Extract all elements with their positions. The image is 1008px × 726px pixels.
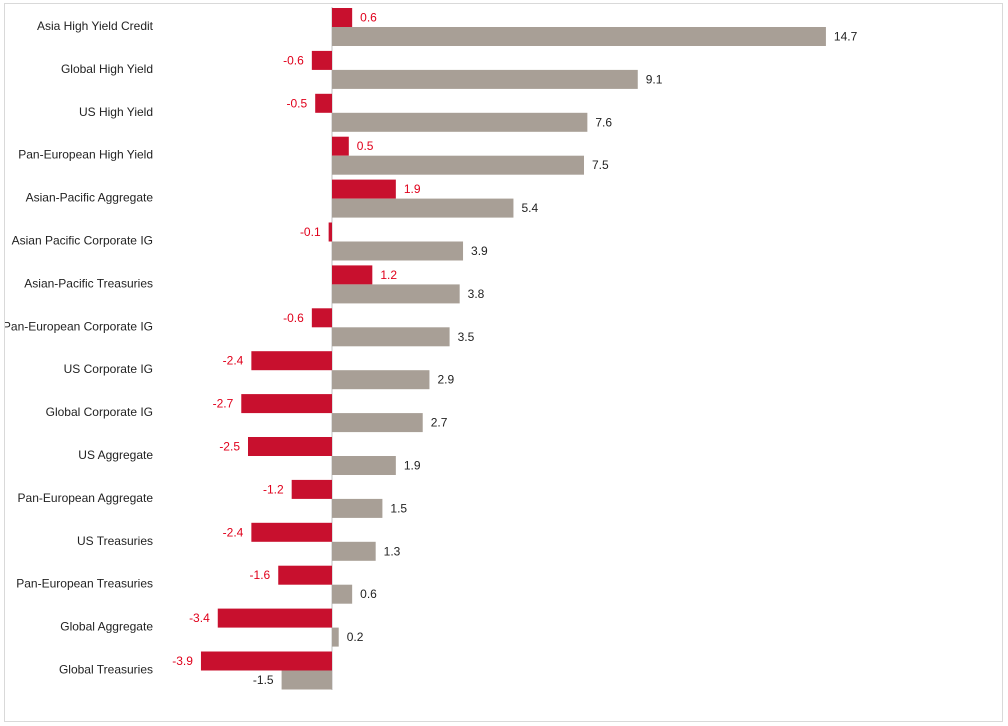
bar-series2-global-corporate-ig xyxy=(332,413,423,433)
bar-series1-pan-european-corporate-ig xyxy=(311,308,332,328)
bar-series1-pan-european-treasuries xyxy=(278,565,332,585)
bar-series1-asian-pacific-aggregate xyxy=(332,179,396,199)
data-label-series2-asian-pacific-corporate-ig: 3.9 xyxy=(471,244,488,258)
data-label-series1-us-treasuries: -2.4 xyxy=(223,525,244,539)
bar-series1-asian-pacific-treasuries xyxy=(332,265,373,285)
category-label-us-aggregate: US Aggregate xyxy=(78,448,153,462)
data-label-series2-us-aggregate: 1.9 xyxy=(404,459,421,473)
data-label-series2-pan-european-high-yield: 7.5 xyxy=(592,158,609,172)
category-label-us-treasuries: US Treasuries xyxy=(77,534,153,548)
category-label-global-aggregate: Global Aggregate xyxy=(60,620,153,634)
bar-series1-global-aggregate xyxy=(217,608,332,628)
bar-series2-us-aggregate xyxy=(332,456,396,475)
data-label-series1-asian-pacific-aggregate: 1.9 xyxy=(404,182,421,196)
bar-series2-pan-european-corporate-ig xyxy=(332,327,450,347)
data-label-series1-asian-pacific-treasuries: 1.2 xyxy=(380,268,397,282)
data-label-series2-us-treasuries: 1.3 xyxy=(384,544,401,558)
bar-series1-pan-european-high-yield xyxy=(332,136,349,156)
category-label-us-corporate-ig: US Corporate IG xyxy=(64,362,153,376)
category-label-pan-european-corporate-ig: Pan-European Corporate IG xyxy=(5,319,153,333)
data-label-series1-us-high-yield: -0.5 xyxy=(287,96,308,110)
data-label-series1-asia-high-yield-credit: 0.6 xyxy=(360,11,377,25)
category-label-us-high-yield: US High Yield xyxy=(79,105,153,119)
bar-series1-us-high-yield xyxy=(315,93,332,113)
data-label-series1-global-high-yield: -0.6 xyxy=(283,53,304,67)
data-label-series2-global-aggregate: 0.2 xyxy=(347,630,364,644)
category-label-pan-european-aggregate: Pan-European Aggregate xyxy=(18,491,154,505)
category-label-pan-european-high-yield: Pan-European High Yield xyxy=(18,148,153,162)
bar-series1-global-treasuries xyxy=(200,651,332,671)
category-label-asian-pacific-corporate-ig: Asian Pacific Corporate IG xyxy=(12,234,153,248)
bar-series2-asia-high-yield-credit xyxy=(332,27,826,46)
data-label-series1-asian-pacific-corporate-ig: -0.1 xyxy=(300,225,321,239)
data-label-series2-asian-pacific-aggregate: 5.4 xyxy=(521,201,538,215)
data-label-series2-asian-pacific-treasuries: 3.8 xyxy=(468,287,485,301)
bar-series2-global-treasuries xyxy=(281,670,332,690)
bar-series1-global-high-yield xyxy=(311,50,332,70)
data-label-series1-global-treasuries: -3.9 xyxy=(172,654,193,668)
data-label-series1-pan-european-treasuries: -1.6 xyxy=(250,568,271,582)
data-label-series2-global-corporate-ig: 2.7 xyxy=(431,416,448,430)
bar-series2-asian-pacific-treasuries xyxy=(332,284,460,304)
data-label-series2-us-corporate-ig: 2.9 xyxy=(437,373,454,387)
bar-series2-pan-european-aggregate xyxy=(332,498,383,518)
category-label-global-high-yield: Global High Yield xyxy=(61,62,153,76)
bar-series2-global-high-yield xyxy=(332,69,638,89)
bar-series1-asian-pacific-corporate-ig xyxy=(328,222,332,242)
data-label-series1-pan-european-high-yield: 0.5 xyxy=(357,139,374,153)
bar-series2-asian-pacific-aggregate xyxy=(332,198,514,218)
category-label-asian-pacific-aggregate: Asian-Pacific Aggregate xyxy=(26,191,154,205)
data-label-series2-pan-european-treasuries: 0.6 xyxy=(360,587,377,601)
data-label-series2-global-treasuries: -1.5 xyxy=(253,673,274,687)
bar-series1-us-aggregate xyxy=(248,437,332,456)
bar-chart: Asia High Yield Credit 0.6 14.7 Global High… xyxy=(5,7,858,690)
data-label-series1-pan-european-corporate-ig: -0.6 xyxy=(283,311,304,325)
data-label-series1-pan-european-aggregate: -1.2 xyxy=(263,482,284,496)
category-label-global-corporate-ig: Global Corporate IG xyxy=(46,405,153,419)
category-label-global-treasuries: Global Treasuries xyxy=(59,663,153,677)
bar-series2-us-corporate-ig xyxy=(332,370,430,390)
data-label-series2-global-high-yield: 9.1 xyxy=(646,72,663,86)
category-label-asia-high-yield-credit: Asia High Yield Credit xyxy=(37,19,154,33)
category-label-asian-pacific-treasuries: Asian-Pacific Treasuries xyxy=(24,276,153,290)
data-label-series1-global-aggregate: -3.4 xyxy=(189,611,210,625)
bar-series2-pan-european-high-yield xyxy=(332,155,584,175)
chart-frame: Asia High Yield Credit 0.6 14.7 Global High… xyxy=(4,3,1003,722)
data-label-series2-us-high-yield: 7.6 xyxy=(595,115,612,129)
data-label-series1-us-corporate-ig: -2.4 xyxy=(223,354,244,368)
bar-series1-pan-european-aggregate xyxy=(291,479,332,499)
bar-series2-asian-pacific-corporate-ig xyxy=(332,241,464,261)
bar-series1-us-corporate-ig xyxy=(251,351,332,371)
bar-series2-global-aggregate xyxy=(332,627,339,647)
data-label-series1-global-corporate-ig: -2.7 xyxy=(213,397,234,411)
bar-series2-us-treasuries xyxy=(332,541,376,561)
data-label-series1-us-aggregate: -2.5 xyxy=(219,440,240,454)
bar-series2-pan-european-treasuries xyxy=(332,584,353,604)
bar-series2-us-high-yield xyxy=(332,112,588,132)
bar-series1-asia-high-yield-credit xyxy=(332,8,353,27)
bar-series1-us-treasuries xyxy=(251,522,332,542)
bar-series1-global-corporate-ig xyxy=(241,394,332,414)
data-label-series2-pan-european-corporate-ig: 3.5 xyxy=(458,330,475,344)
data-label-series2-asia-high-yield-credit: 14.7 xyxy=(834,30,858,44)
category-label-pan-european-treasuries: Pan-European Treasuries xyxy=(16,577,153,591)
data-label-series2-pan-european-aggregate: 1.5 xyxy=(390,501,407,515)
